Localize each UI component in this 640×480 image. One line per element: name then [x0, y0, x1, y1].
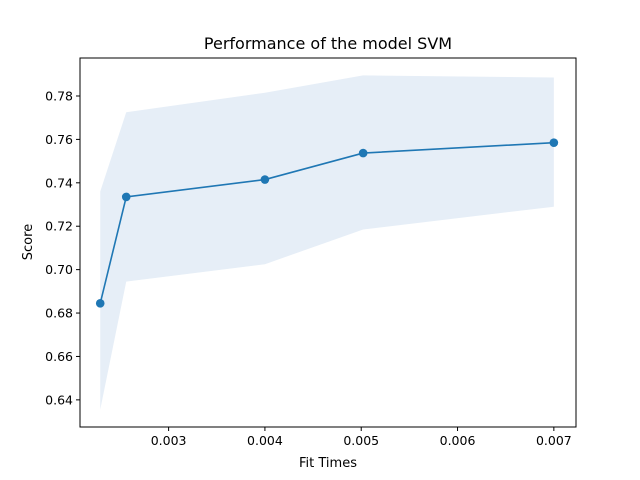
chart-title: Performance of the model SVM — [204, 34, 452, 53]
y-axis-label: Score — [21, 224, 36, 260]
data-point — [260, 175, 270, 184]
confidence-band — [100, 75, 554, 410]
data-point — [549, 138, 559, 147]
x-axis-ticks: 0.003 0.004 0.005 0.006 0.007 — [151, 427, 572, 448]
data-point — [95, 298, 105, 308]
confidence-band-layer — [100, 75, 554, 410]
series-marker-layer — [95, 138, 559, 308]
plot-area-frame — [79, 57, 577, 428]
x-tick-label: 0.003 — [151, 433, 187, 448]
x-tick-label: 0.004 — [247, 433, 283, 448]
data-point — [121, 192, 131, 202]
y-tick-label: 0.76 — [45, 132, 73, 147]
x-axis-label: Fit Times — [299, 456, 357, 471]
data-point — [358, 148, 368, 158]
y-tick-label: 0.74 — [45, 175, 73, 190]
y-tick-label: 0.66 — [45, 349, 73, 364]
y-tick-label: 0.68 — [45, 306, 73, 321]
y-axis-ticks: 0.64 0.66 0.68 0.70 0.72 0.74 0.76 0.78 — [45, 88, 80, 407]
x-tick-label: 0.006 — [440, 433, 476, 448]
y-tick-label: 0.72 — [45, 219, 73, 234]
y-tick-label: 0.64 — [45, 392, 73, 407]
y-tick-label: 0.70 — [45, 262, 73, 277]
x-tick-label: 0.007 — [536, 433, 572, 448]
y-tick-label: 0.78 — [45, 88, 73, 103]
x-tick-label: 0.005 — [343, 433, 379, 448]
